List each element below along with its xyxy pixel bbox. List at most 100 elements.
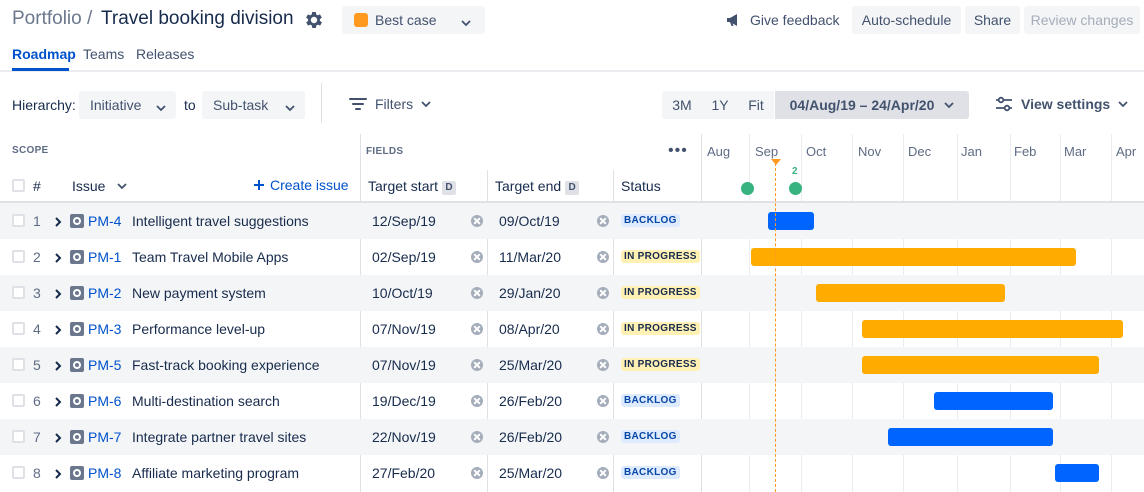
more-icon[interactable]: •••	[668, 142, 688, 159]
target-end-value[interactable]: 26/Feb/20	[499, 429, 563, 445]
row-checkbox[interactable]	[12, 214, 25, 227]
chevron-right-icon[interactable]	[54, 251, 62, 267]
target-start-value[interactable]: 07/Nov/19	[372, 321, 436, 337]
tab-releases[interactable]: Releases	[136, 46, 195, 62]
issue-key[interactable]: PM-1	[88, 249, 122, 265]
gear-icon[interactable]	[303, 9, 325, 31]
row-checkbox[interactable]	[12, 466, 25, 479]
row-checkbox[interactable]	[12, 394, 25, 407]
target-end-column-header[interactable]: Target end D	[495, 178, 580, 195]
target-end-value[interactable]: 25/Mar/20	[499, 357, 563, 373]
clear-icon[interactable]	[471, 359, 483, 371]
timeline-bar[interactable]	[934, 392, 1054, 410]
issue-key[interactable]: PM-7	[88, 429, 122, 445]
timeline-bar[interactable]	[1054, 464, 1100, 482]
timeline-bar[interactable]	[862, 356, 1100, 374]
issue-key[interactable]: PM-6	[88, 393, 122, 409]
target-end-value[interactable]: 08/Apr/20	[499, 321, 560, 337]
give-feedback-button[interactable]: Give feedback	[726, 6, 840, 34]
zoom-1y-button[interactable]: 1Y	[702, 91, 738, 119]
target-end-value[interactable]: 11/Mar/20	[499, 249, 561, 265]
table-row[interactable]: 7 PM-7 Integrate partner travel sites 22/No…	[0, 419, 1144, 455]
row-checkbox[interactable]	[12, 358, 25, 371]
target-end-value[interactable]: 29/Jan/20	[499, 285, 561, 301]
table-row[interactable]: 4 PM-3 Performance level-up 07/Nov/19 08/Apr…	[0, 311, 1144, 347]
clear-icon[interactable]	[597, 431, 609, 443]
target-end-value[interactable]: 26/Feb/20	[499, 393, 563, 409]
chevron-right-icon[interactable]	[54, 431, 62, 447]
issue-key[interactable]: PM-5	[88, 357, 122, 373]
release-marker[interactable]	[741, 182, 754, 195]
issue-key[interactable]: PM-8	[88, 465, 122, 481]
table-row[interactable]: 3 PM-2 New payment system 10/Oct/19 29/Jan/2…	[0, 275, 1144, 311]
issue-key[interactable]: PM-2	[88, 285, 122, 301]
issue-column-header[interactable]: Issue	[72, 178, 127, 194]
create-issue-button[interactable]: Create issue	[253, 177, 349, 193]
zoom-3m-button[interactable]: 3M	[662, 91, 702, 119]
clear-icon[interactable]	[597, 323, 609, 335]
select-all-checkbox[interactable]	[12, 179, 25, 192]
issue-key[interactable]: PM-3	[88, 321, 122, 337]
review-changes-button[interactable]: Review changes	[1024, 6, 1140, 34]
issue-summary: Fast-track booking experience	[132, 357, 320, 373]
row-checkbox[interactable]	[12, 322, 25, 335]
timeline-bar[interactable]	[862, 320, 1123, 338]
timeline-bar[interactable]	[768, 212, 815, 230]
target-start-value[interactable]: 27/Feb/20	[372, 465, 436, 481]
timeline-bar[interactable]	[887, 428, 1054, 446]
clear-icon[interactable]	[471, 395, 483, 407]
table-row[interactable]: 2 PM-1 Team Travel Mobile Apps 02/Sep/19 11/…	[0, 239, 1144, 275]
target-start-value[interactable]: 02/Sep/19	[372, 249, 436, 265]
target-start-value[interactable]: 22/Nov/19	[372, 429, 436, 445]
tab-teams[interactable]: Teams	[83, 46, 125, 62]
clear-icon[interactable]	[597, 215, 609, 227]
chevron-right-icon[interactable]	[54, 287, 62, 303]
clear-icon[interactable]	[597, 395, 609, 407]
target-start-value[interactable]: 19/Dec/19	[372, 393, 436, 409]
timeline-bar[interactable]	[815, 284, 1005, 302]
clear-icon[interactable]	[471, 251, 483, 263]
table-row[interactable]: 1 PM-4 Intelligent travel suggestions 12/Se…	[0, 203, 1144, 239]
target-start-value[interactable]: 10/Oct/19	[372, 285, 433, 301]
hierarchy-to-select[interactable]: Sub-task	[202, 91, 305, 119]
chevron-right-icon[interactable]	[54, 323, 62, 339]
chevron-right-icon[interactable]	[54, 395, 62, 411]
target-end-value[interactable]: 09/Oct/19	[499, 213, 560, 229]
chevron-right-icon[interactable]	[54, 359, 62, 375]
timeline-bar[interactable]	[750, 248, 1077, 266]
row-checkbox[interactable]	[12, 430, 25, 443]
clear-icon[interactable]	[471, 323, 483, 335]
clear-icon[interactable]	[471, 467, 483, 479]
hierarchy-from-select[interactable]: Initiative	[79, 91, 176, 119]
table-row[interactable]: 5 PM-5 Fast-track booking experience 07/Nov…	[0, 347, 1144, 383]
auto-schedule-button[interactable]: Auto-schedule	[852, 6, 961, 34]
table-row[interactable]: 6 PM-6 Multi-destination search 19/Dec/19 26…	[0, 383, 1144, 419]
target-start-column-header[interactable]: Target start D	[368, 178, 457, 195]
issue-key[interactable]: PM-4	[88, 213, 122, 229]
date-range-select[interactable]: 04/Aug/19 – 24/Apr/20	[775, 91, 969, 119]
row-checkbox[interactable]	[12, 250, 25, 263]
clear-icon[interactable]	[471, 215, 483, 227]
row-checkbox[interactable]	[12, 286, 25, 299]
status-column-header[interactable]: Status	[621, 178, 661, 194]
clear-icon[interactable]	[597, 287, 609, 299]
release-marker[interactable]	[789, 182, 802, 195]
table-row[interactable]: 8 PM-8 Affiliate marketing program 27/Feb/2…	[0, 455, 1144, 491]
clear-icon[interactable]	[597, 467, 609, 479]
filters-button[interactable]: Filters	[349, 96, 431, 112]
clear-icon[interactable]	[597, 359, 609, 371]
view-settings-button[interactable]: View settings	[995, 96, 1128, 112]
breadcrumb[interactable]: Portfolio /	[12, 8, 93, 29]
share-button[interactable]: Share	[965, 6, 1020, 34]
chevron-right-icon[interactable]	[54, 215, 62, 231]
zoom-fit-button[interactable]: Fit	[738, 91, 774, 119]
chevron-right-icon[interactable]	[54, 467, 62, 483]
clear-icon[interactable]	[471, 431, 483, 443]
target-start-value[interactable]: 07/Nov/19	[372, 357, 436, 373]
target-end-value[interactable]: 25/Mar/20	[499, 465, 563, 481]
clear-icon[interactable]	[471, 287, 483, 299]
target-start-value[interactable]: 12/Sep/19	[372, 213, 436, 229]
scenario-select[interactable]: Best case	[342, 6, 485, 34]
tab-roadmap[interactable]: Roadmap	[12, 46, 76, 62]
clear-icon[interactable]	[597, 251, 609, 263]
